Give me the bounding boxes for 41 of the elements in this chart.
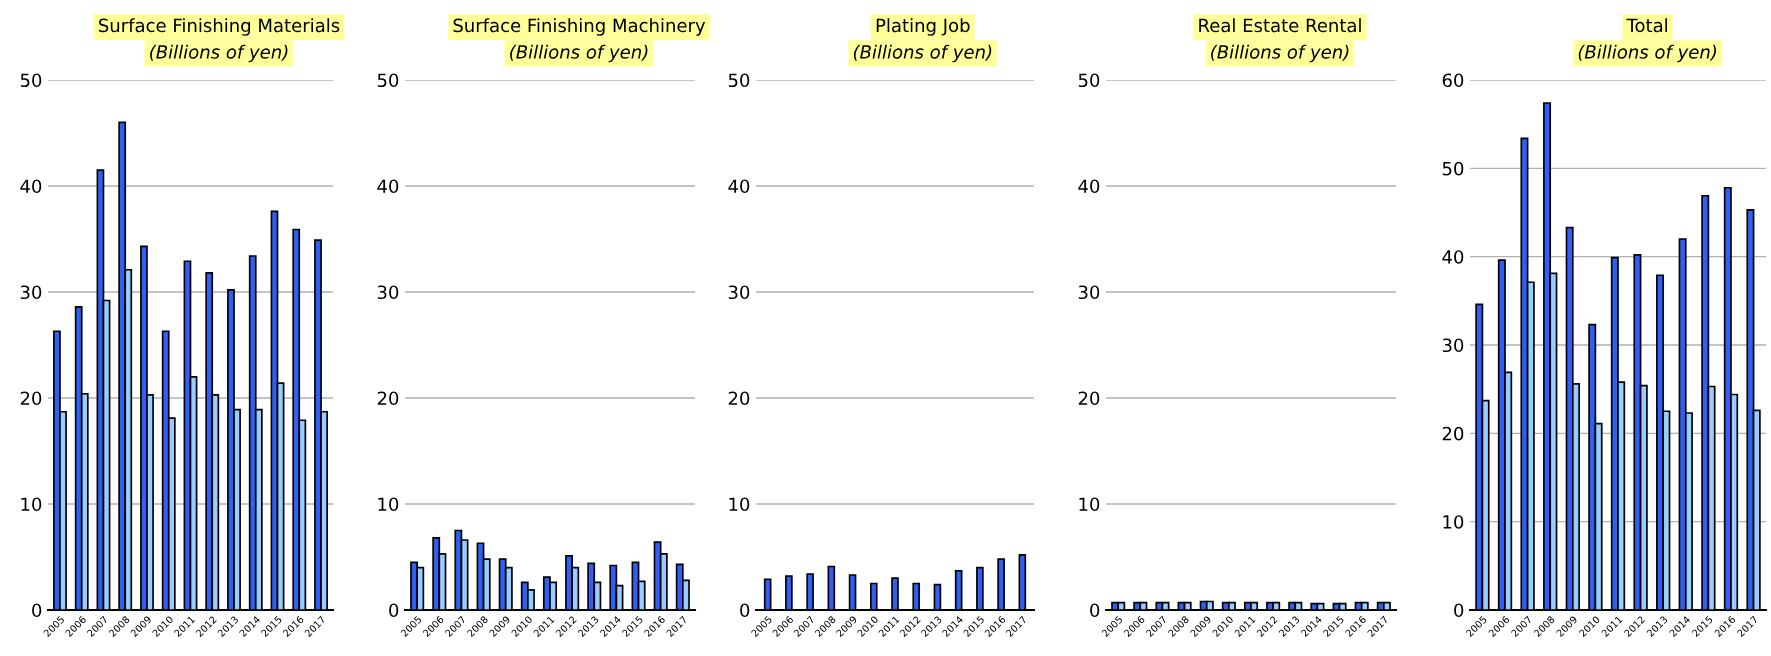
chart-subtitle: (Billions of yen) [150,44,288,63]
y-tick-label: 20 [1078,391,1100,406]
y-tick-label: 30 [377,285,399,300]
y-tick-label: 10 [1443,515,1464,529]
y-tick-label: 0 [1090,603,1100,618]
y-tick-label: 10 [1079,497,1100,512]
chart-subtitle: (Billions of yen) [853,44,992,63]
y-tick-label: 20 [1442,426,1464,441]
y-tick-label: 30 [728,285,750,300]
chart-title: Surface Finishing Materials [99,18,340,36]
y-tick-label: 40 [377,179,399,194]
chart-subtitle: (Billions of yen) [510,44,648,63]
y-tick-label: 60 [1442,73,1464,88]
y-tick-label: 50 [1078,73,1100,88]
y-tick-label: 40 [1442,250,1464,264]
chart-title: Plating Job [876,18,970,36]
y-tick-label: 30 [1078,285,1100,300]
y-tick-label: 0 [1454,603,1464,618]
y-tick-label: 40 [1078,179,1100,194]
y-tick-label: 0 [740,603,750,618]
y-tick-label: 40 [728,179,750,194]
chart-title: Real Estate Rental [1199,18,1361,33]
y-tick-label: 10 [378,497,399,512]
y-tick-label: 50 [377,73,399,88]
y-tick-label: 20 [377,391,399,406]
y-tick-label: 50 [20,73,42,88]
chart-title: Total [1626,18,1667,33]
chart-title: Surface Finishing Machinery [453,18,706,36]
chart-subtitle: (Billions of yen) [1578,44,1717,63]
y-tick-label: 30 [1442,338,1464,353]
y-tick-label: 10 [729,497,750,512]
y-tick-label: 10 [21,497,42,512]
y-tick-label: 20 [728,391,750,406]
y-tick-label: 30 [20,285,42,300]
y-tick-label: 0 [32,603,42,618]
chart-subtitle: (Billions of yen) [1211,44,1349,63]
y-tick-label: 50 [1442,161,1464,176]
y-tick-label: 20 [20,391,42,406]
y-tick-label: 40 [20,179,42,194]
y-tick-label: 0 [389,603,399,618]
y-tick-label: 50 [728,73,750,88]
